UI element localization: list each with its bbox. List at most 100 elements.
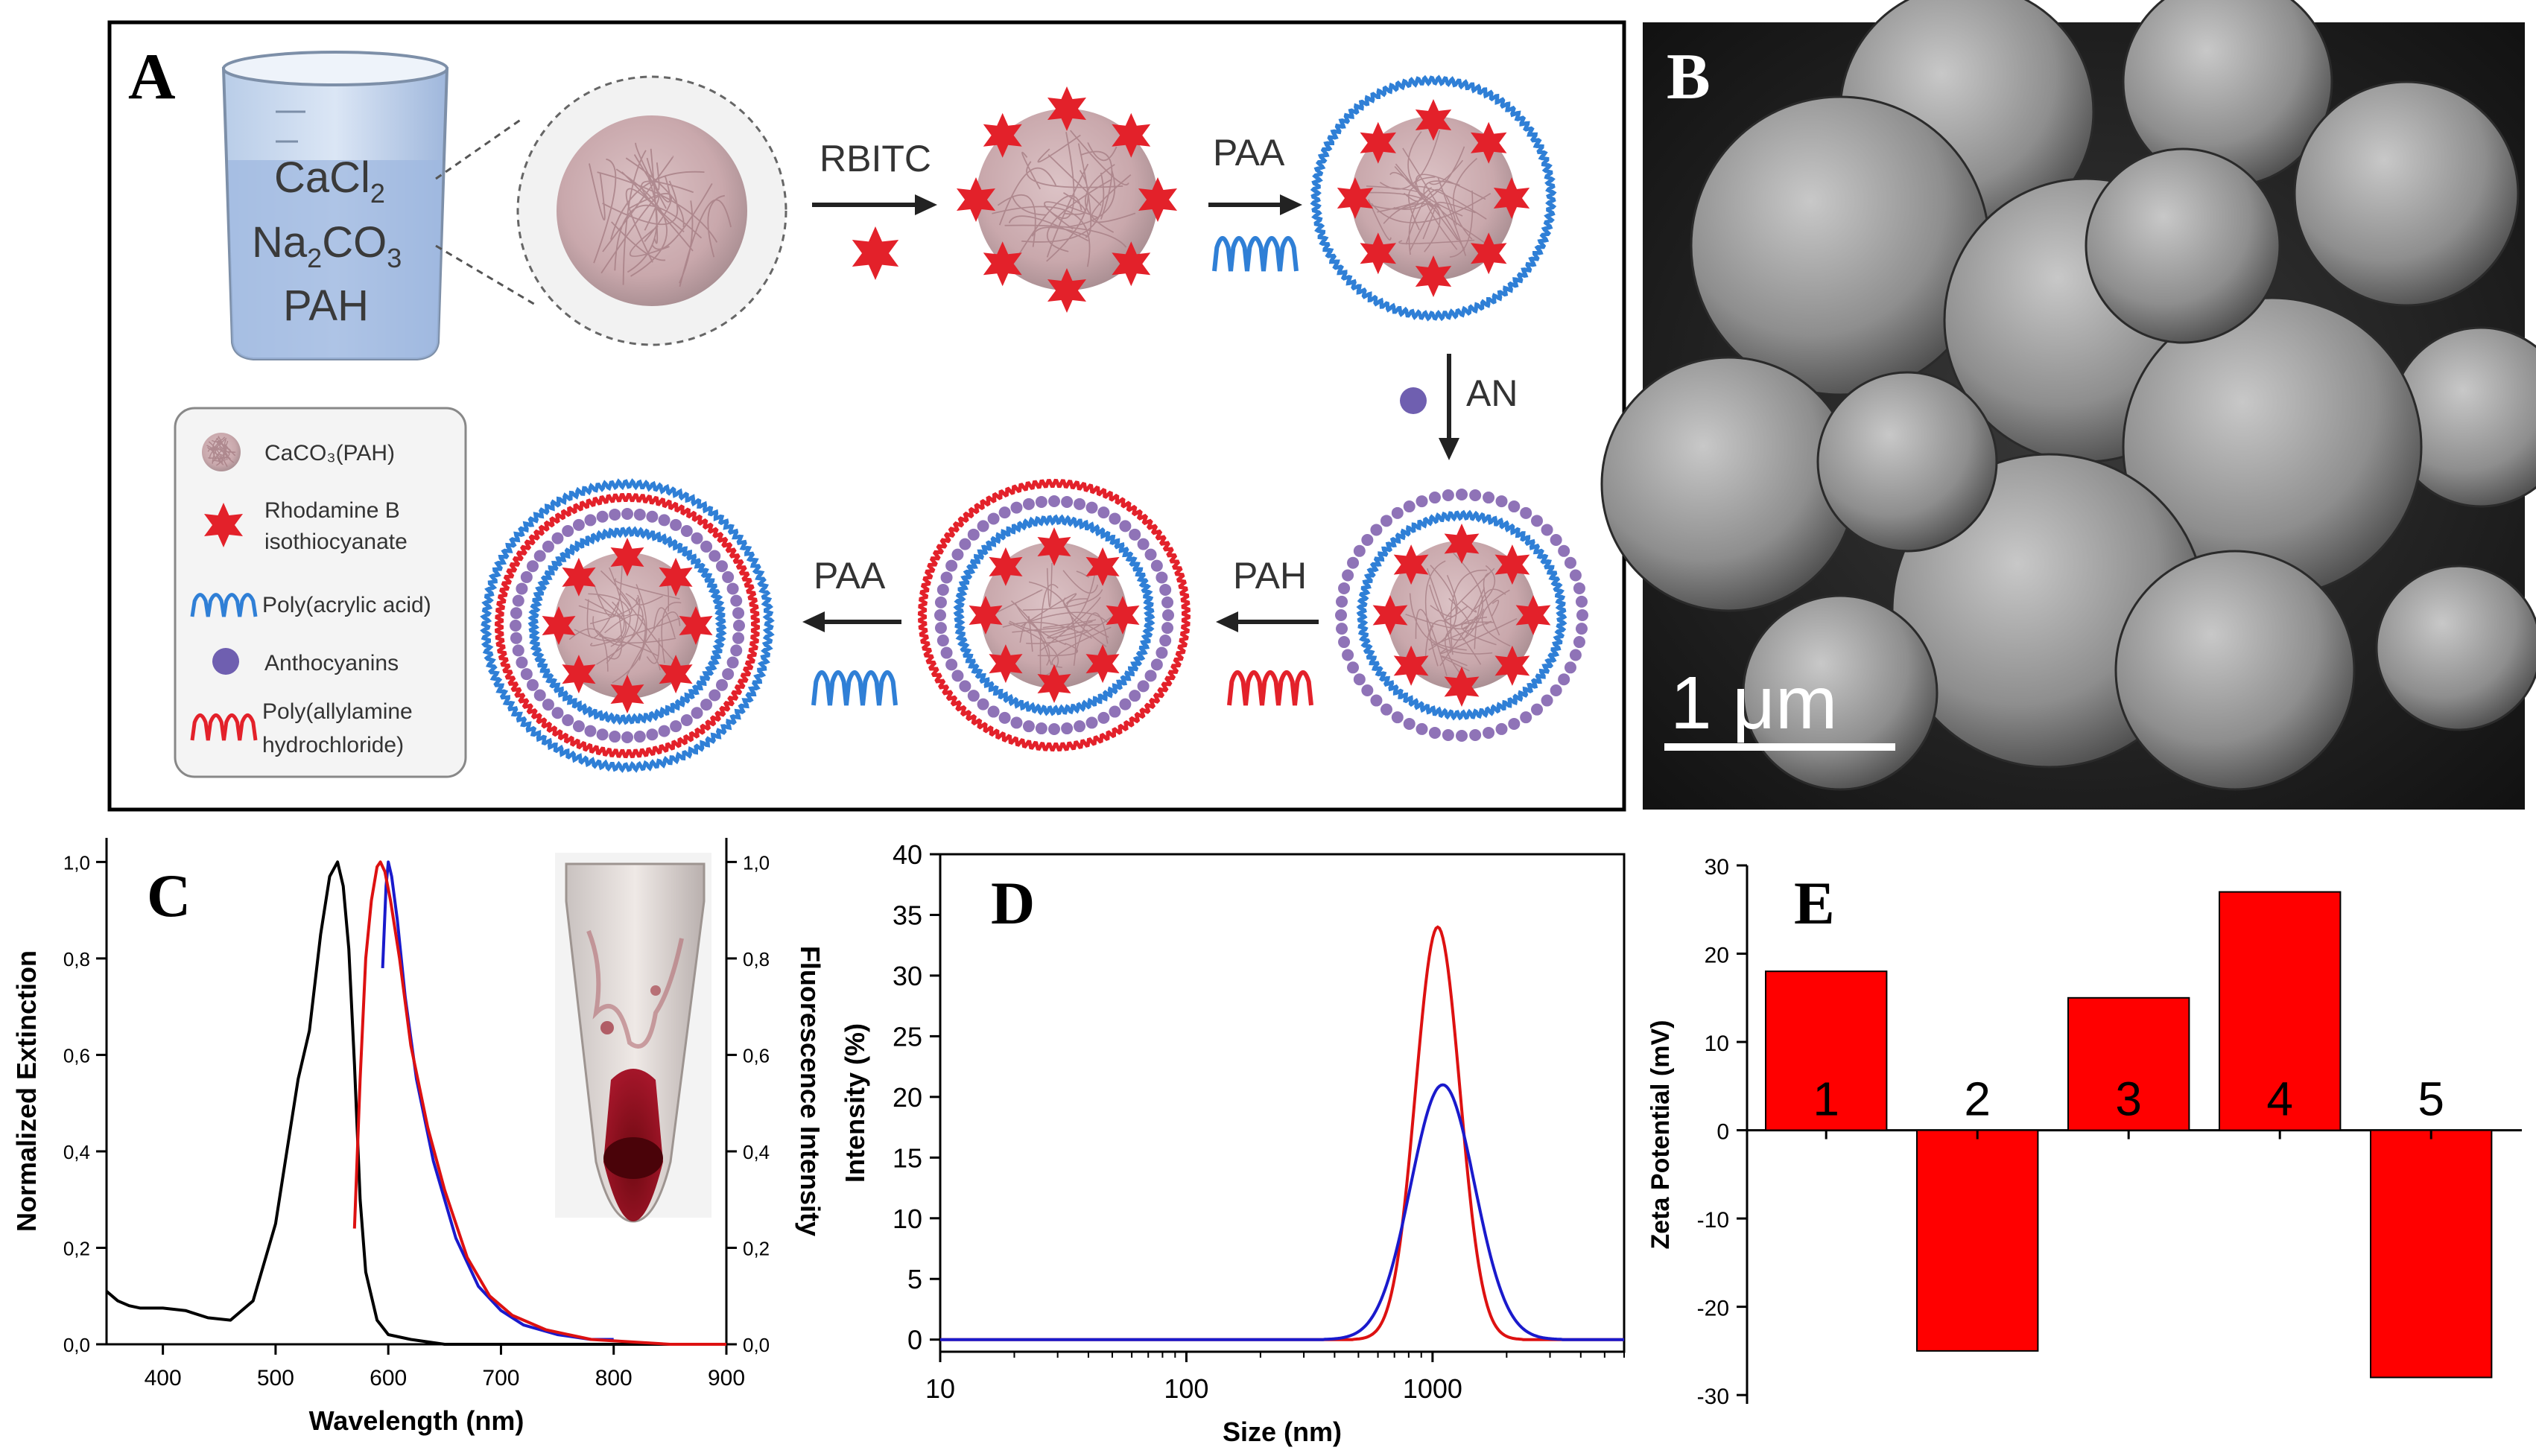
series-line-blue [940, 1083, 1624, 1341]
anthocyanin-dot [1085, 716, 1098, 729]
anthocyanin-dot [1573, 636, 1585, 649]
legend-core: CaCO₃(PAH) [264, 441, 395, 465]
y2-tick-label: 1,0 [743, 851, 770, 874]
anthocyanin-dot [512, 644, 524, 657]
bar-label-5: 5 [2418, 1072, 2444, 1126]
y-axis-title: Intensity (%) [840, 1023, 870, 1183]
anthocyanin-dot [700, 540, 713, 553]
rbitc-star-icon [1085, 547, 1120, 586]
rbitc-star-icon [1393, 544, 1429, 585]
anthocyanin-dot [1428, 726, 1441, 739]
sem-microsphere [2293, 80, 2520, 307]
legend-star-icon [204, 503, 243, 547]
rbitc-star-icon [989, 644, 1023, 684]
paa-wave-icon [811, 670, 898, 706]
y-tick-label: 40 [893, 839, 922, 870]
anthocyanin-dot [967, 690, 980, 702]
anthocyanin-dot [1575, 623, 1588, 635]
anthocyanin-dot [609, 731, 621, 743]
anthocyanin-dot [1338, 636, 1351, 649]
anthocyanin-dot [987, 705, 1000, 718]
y-tick-label: 1,0 [63, 851, 90, 874]
x-tick-label: 800 [595, 1366, 633, 1390]
rbitc-star-icon [1415, 255, 1452, 297]
anthocyanin-dot [940, 646, 953, 659]
anthocyanin-dot [1569, 569, 1582, 582]
y2-tick-label: 0,6 [743, 1044, 770, 1066]
step-label-pah: PAH [1233, 555, 1307, 597]
y-tick-label: 30 [893, 961, 922, 991]
x-tick-label: 600 [370, 1366, 407, 1390]
paa-layer [480, 478, 775, 773]
panel-c-label: C [147, 862, 191, 929]
anthocyanin-dot [977, 520, 989, 533]
anthocyanin-dot [1156, 646, 1168, 659]
y-tick-label: 35 [893, 900, 922, 930]
anthocyanin-dot [987, 512, 1000, 525]
anthocyanin-dot [934, 622, 947, 635]
legend-anthocyanin-icon [212, 648, 239, 675]
rbitc-star-icon [1047, 268, 1086, 313]
anthocyanin-dot [533, 550, 546, 562]
panel-d-label: D [991, 869, 1035, 937]
anthocyanin-dot [1074, 497, 1086, 510]
rbitc-star-icon [1037, 527, 1071, 566]
y2-tick-label: 0,2 [743, 1237, 770, 1259]
rbitc-star-icon [562, 655, 596, 694]
anthocyanin-dot [722, 668, 735, 681]
rbitc-star-icon [1515, 595, 1551, 635]
anthocyanin-dot [1456, 730, 1468, 742]
anthocyanin-dot [1109, 512, 1121, 525]
anthocyanin-dot [621, 731, 633, 743]
bar-2 [1916, 1129, 2039, 1352]
anthocyanin-dot [1483, 492, 1495, 504]
anthocyanin-dot [572, 518, 585, 531]
anthocyanin-dot [1564, 556, 1576, 569]
arrow-an-head [1439, 438, 1459, 460]
anthocyanin-dot [1161, 596, 1174, 608]
series-line-red [940, 925, 1624, 1341]
paa-layer [1356, 509, 1567, 721]
anthocyanin-dot [1335, 609, 1347, 621]
polymer-network [992, 130, 1136, 267]
anthocyanin-dot [945, 658, 958, 671]
arrow-rbitc-head [915, 194, 937, 215]
rbitc-star-icon [1494, 544, 1530, 585]
scale-bar-label: 1 μm [1670, 661, 1837, 745]
anthocyanin-dot [1531, 703, 1544, 716]
anthocyanin-dot [658, 514, 671, 527]
polymer-network [568, 564, 682, 684]
anthocyanin-dot [977, 698, 989, 710]
sem-microsphere [1816, 371, 1998, 553]
anthocyanin-dot [998, 711, 1011, 724]
rbitc-star-icon [1047, 86, 1086, 131]
anthocyanin-dot [1119, 698, 1132, 710]
panel-b-sem-image: B 1 μm [1600, 0, 2536, 810]
anthocyanin-dot [934, 596, 947, 608]
plot-frame [939, 853, 1626, 1353]
y-axis-title: Normalized Extinction [11, 950, 42, 1232]
particle-paa [1310, 74, 1557, 322]
y-tick-label: 15 [893, 1142, 922, 1173]
rbitc-star-icon [1444, 667, 1480, 707]
bar-label-1: 1 [1813, 1072, 1839, 1126]
anthocyanin-dot [1558, 544, 1570, 557]
anthocyanin-dot [533, 689, 546, 702]
sem-microsphere [1742, 594, 1939, 791]
polymer-network [206, 436, 236, 467]
bar-3 [2067, 996, 2190, 1131]
anthocyanin-dot [1119, 520, 1132, 533]
rbitc-star-icon [1493, 177, 1530, 219]
anthocyanin-dot [709, 550, 721, 562]
series-line-extinction [105, 860, 726, 1346]
anthocyanin-dot [512, 594, 524, 607]
anthocyanin-dot [516, 582, 528, 595]
polymer-network [1405, 553, 1518, 676]
anthocyanin-dot [1161, 622, 1174, 635]
anthocyanin-dot [1576, 609, 1588, 621]
polymer-network [1366, 130, 1492, 258]
bar-1 [1765, 970, 1888, 1131]
rbitc-star-icon [989, 547, 1023, 586]
anthocyanin-dot [730, 594, 743, 607]
step-label-rbitc: RBITC [820, 138, 931, 179]
